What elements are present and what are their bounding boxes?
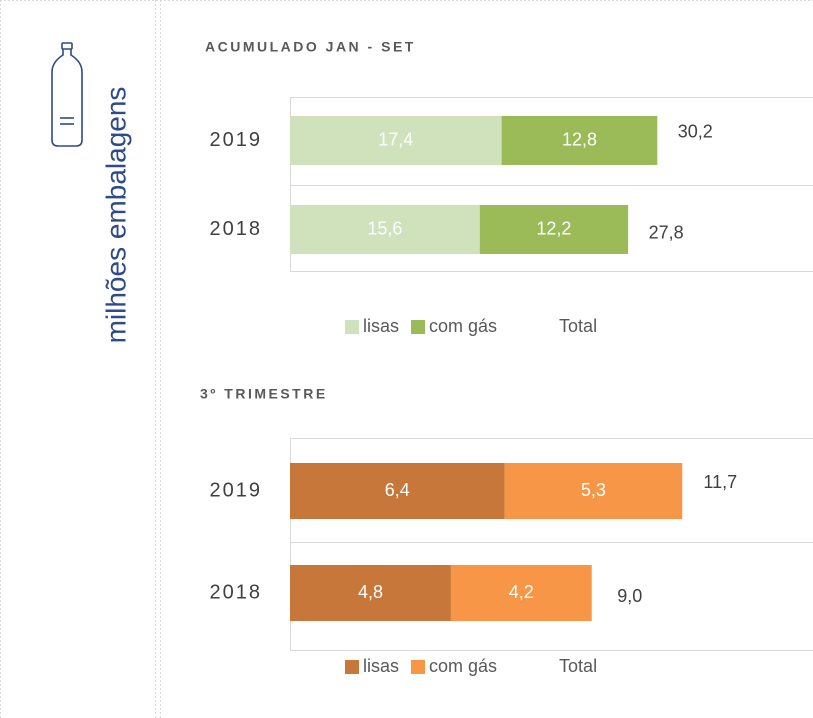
bar <box>479 205 629 254</box>
bar <box>501 116 658 165</box>
legend-label: com gás <box>429 316 497 336</box>
legend-label: Total <box>559 656 597 676</box>
value-label: 15,6 <box>367 218 402 238</box>
bar <box>290 205 480 254</box>
legend-swatch <box>411 320 426 334</box>
value-label: 6,4 <box>385 480 410 500</box>
value-label: 5,3 <box>581 480 606 500</box>
legend-label: Total <box>559 316 597 336</box>
legend-label: lisas <box>363 656 399 676</box>
y-tick-label: 2019 <box>210 129 263 151</box>
legend-label: com gás <box>429 656 497 676</box>
total-label: 9,0 <box>617 586 642 606</box>
y-tick-label: 2018 <box>210 218 263 240</box>
total-label: 30,2 <box>678 121 713 141</box>
legend-swatch <box>411 660 426 674</box>
bar <box>290 463 505 519</box>
legend-swatch <box>345 320 359 334</box>
y-tick-label: 2019 <box>210 479 263 501</box>
y-tick-label: 2018 <box>210 581 263 603</box>
chart-title: 3º TRIMESTRE <box>200 386 328 402</box>
bar <box>290 116 502 165</box>
chart-title: ACUMULADO JAN - SET <box>205 39 416 55</box>
value-label: 4,8 <box>358 582 383 602</box>
value-label: 4,2 <box>509 582 534 602</box>
legend-swatch <box>345 660 359 674</box>
legend-label: lisas <box>363 316 399 336</box>
total-label: 11,7 <box>703 472 737 492</box>
value-label: 12,8 <box>562 129 597 149</box>
bar <box>290 565 451 621</box>
value-label: 12,2 <box>536 218 571 238</box>
value-label: 17,4 <box>378 129 413 149</box>
bar <box>450 565 592 621</box>
total-label: 27,8 <box>649 222 684 242</box>
axis-label: milhões embalagens <box>100 87 131 344</box>
bottle-icon <box>51 42 83 147</box>
bar <box>504 463 683 519</box>
